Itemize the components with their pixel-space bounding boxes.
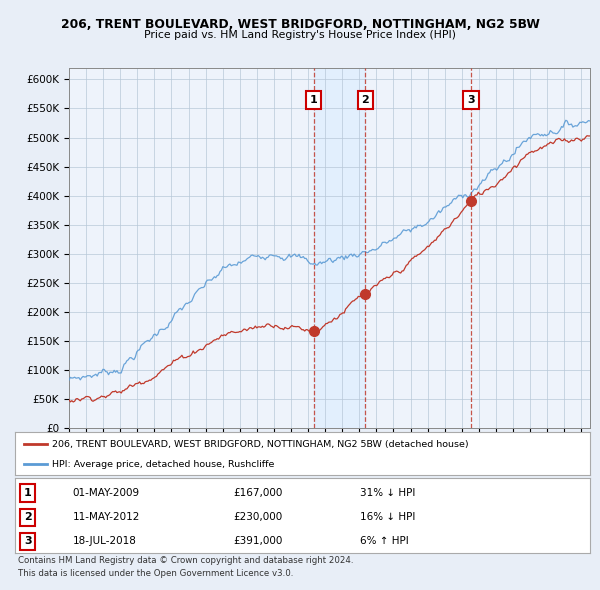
Text: £167,000: £167,000 <box>233 488 283 498</box>
Text: 2: 2 <box>362 95 370 105</box>
Text: 18-JUL-2018: 18-JUL-2018 <box>73 536 136 546</box>
Text: £391,000: £391,000 <box>233 536 283 546</box>
Text: HPI: Average price, detached house, Rushcliffe: HPI: Average price, detached house, Rush… <box>52 460 275 469</box>
Text: £230,000: £230,000 <box>233 512 283 522</box>
Text: 2: 2 <box>24 512 32 522</box>
Text: 1: 1 <box>24 488 32 498</box>
Bar <box>314 68 365 428</box>
Text: 1: 1 <box>310 95 317 105</box>
Text: Price paid vs. HM Land Registry's House Price Index (HPI): Price paid vs. HM Land Registry's House … <box>144 30 456 40</box>
Text: 6% ↑ HPI: 6% ↑ HPI <box>360 536 409 546</box>
Text: 206, TRENT BOULEVARD, WEST BRIDGFORD, NOTTINGHAM, NG2 5BW: 206, TRENT BOULEVARD, WEST BRIDGFORD, NO… <box>61 18 539 31</box>
Text: Contains HM Land Registry data © Crown copyright and database right 2024.: Contains HM Land Registry data © Crown c… <box>18 556 353 565</box>
Text: 3: 3 <box>467 95 475 105</box>
Text: This data is licensed under the Open Government Licence v3.0.: This data is licensed under the Open Gov… <box>18 569 293 578</box>
Text: 11-MAY-2012: 11-MAY-2012 <box>73 512 140 522</box>
Text: 3: 3 <box>24 536 31 546</box>
Text: 01-MAY-2009: 01-MAY-2009 <box>73 488 140 498</box>
Text: 206, TRENT BOULEVARD, WEST BRIDGFORD, NOTTINGHAM, NG2 5BW (detached house): 206, TRENT BOULEVARD, WEST BRIDGFORD, NO… <box>52 440 469 449</box>
Text: 16% ↓ HPI: 16% ↓ HPI <box>360 512 415 522</box>
Text: 31% ↓ HPI: 31% ↓ HPI <box>360 488 415 498</box>
